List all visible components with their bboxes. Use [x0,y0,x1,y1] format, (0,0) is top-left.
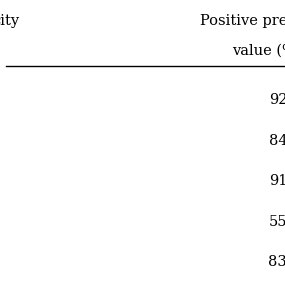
Text: city: city [0,14,19,28]
Text: 83.3: 83.3 [268,255,285,269]
Text: 55.6: 55.6 [269,215,285,229]
Text: Positive predi: Positive predi [200,14,285,28]
Text: 92.1: 92.1 [269,93,285,107]
Text: value (%): value (%) [232,44,285,58]
Text: 91.3: 91.3 [269,174,285,188]
Text: 84.2: 84.2 [269,134,285,148]
